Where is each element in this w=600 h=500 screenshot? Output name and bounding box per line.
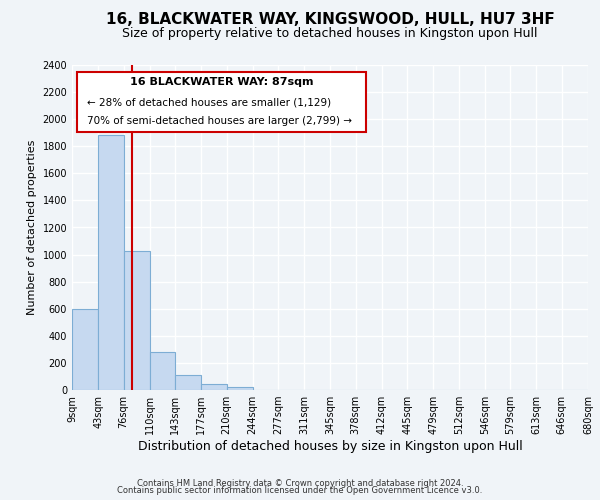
Y-axis label: Number of detached properties: Number of detached properties bbox=[27, 140, 37, 315]
Text: 16 BLACKWATER WAY: 87sqm: 16 BLACKWATER WAY: 87sqm bbox=[130, 78, 313, 88]
Text: 16, BLACKWATER WAY, KINGSWOOD, HULL, HU7 3HF: 16, BLACKWATER WAY, KINGSWOOD, HULL, HU7… bbox=[106, 12, 554, 28]
Text: Contains public sector information licensed under the Open Government Licence v3: Contains public sector information licen… bbox=[118, 486, 482, 495]
Text: Size of property relative to detached houses in Kingston upon Hull: Size of property relative to detached ho… bbox=[122, 28, 538, 40]
Text: ← 28% of detached houses are smaller (1,129): ← 28% of detached houses are smaller (1,… bbox=[88, 98, 332, 108]
Text: 70% of semi-detached houses are larger (2,799) →: 70% of semi-detached houses are larger (… bbox=[88, 116, 352, 126]
Bar bbox=[149, 352, 175, 390]
FancyBboxPatch shape bbox=[77, 72, 366, 132]
Bar bbox=[124, 250, 149, 390]
Bar bbox=[201, 384, 227, 390]
Bar bbox=[72, 308, 98, 390]
X-axis label: Distribution of detached houses by size in Kingston upon Hull: Distribution of detached houses by size … bbox=[137, 440, 523, 453]
Text: Contains HM Land Registry data © Crown copyright and database right 2024.: Contains HM Land Registry data © Crown c… bbox=[137, 478, 463, 488]
Bar bbox=[227, 388, 253, 390]
Bar bbox=[175, 375, 201, 390]
Bar bbox=[98, 136, 124, 390]
